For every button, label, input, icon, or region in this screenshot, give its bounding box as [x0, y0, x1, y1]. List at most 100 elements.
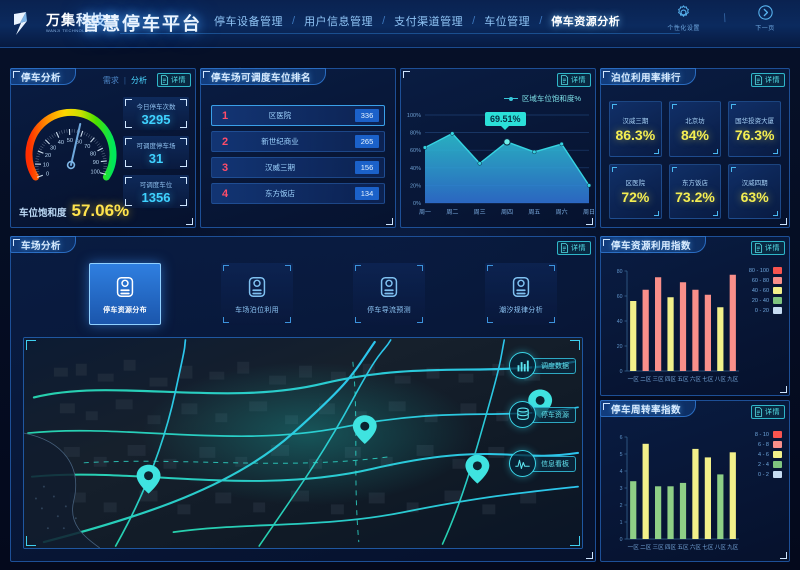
utilization-label: 东方饭店	[681, 180, 708, 188]
map-button-info-board[interactable]: 信息看板	[509, 450, 576, 477]
toggle-analysis[interactable]: 分析	[131, 76, 147, 85]
panel-title-ranking: 停车场可调度车位排名	[200, 68, 327, 85]
detail-label: 详情	[171, 77, 186, 84]
corner-bracket	[731, 104, 737, 109]
corner-bracket	[355, 317, 361, 323]
utilization-label: 汉威四期	[741, 180, 768, 188]
tab-label: 停车资源分布	[103, 306, 147, 314]
app-header: 万集科技 WANJI TECHNOLOGY 智慧停车平台 停车设备管理 / 用户…	[0, 0, 800, 48]
detail-button-saturation[interactable]: 详情	[557, 73, 591, 87]
city-map[interactable]: 调度数据 停车资源 信息看板	[23, 337, 583, 549]
detail-label: 详情	[765, 245, 780, 252]
utilization-card[interactable]: 区医院 72%	[609, 163, 662, 219]
corner-bracket	[487, 317, 493, 323]
parking-meter-icon	[248, 276, 266, 297]
svg-text:周三: 周三	[474, 209, 486, 216]
utilization-value: 86.3%	[615, 126, 656, 143]
turnover-index-panel: 停车周转率指数 详情 8 - 10 6 - 8 4 - 6 2 - 4 0 - 2 0 1…	[600, 400, 790, 562]
tab-label: 潮汐规律分析	[499, 306, 543, 314]
corner-bracket	[653, 211, 659, 216]
list-item[interactable]: 2 新世纪商业 265	[211, 131, 385, 152]
corner-bracket	[180, 99, 187, 106]
turnover-index-bar-chart: 0 1 2 3 4 5 6 一区 二区 三区 四区 五区 六区 七区 八区 九区	[620, 435, 739, 551]
detail-button-turnover-index[interactable]: 详情	[751, 405, 785, 419]
svg-text:二区: 二区	[640, 376, 652, 383]
header-divider: \	[721, 11, 728, 25]
gauge-label: 车位饱和度	[19, 208, 67, 219]
detail-button-resource-index[interactable]: 详情	[751, 241, 785, 255]
demand-analysis-toggle: 需求 | 分析	[103, 75, 147, 86]
document-icon	[754, 243, 763, 253]
rank-value: 134	[355, 187, 379, 200]
legend-item: 80 - 100	[749, 267, 782, 274]
rank-name: 东方饭店	[265, 189, 295, 198]
corner-bracket	[570, 340, 580, 350]
utilization-value: 72%	[621, 189, 650, 206]
tab-tidal-pattern[interactable]: 潮汐规律分析	[485, 263, 557, 325]
settings-label: 个性化设置	[667, 26, 700, 32]
tab-berth-utilization[interactable]: 车场泊位利用	[221, 263, 293, 325]
saturation-gauge: 0 10 20 30 40 50 60 70 80 90 100	[17, 95, 125, 195]
resource-index-bar-chart: 0 20 40 60 80 一区 二区 三区 四区 五区 六区 七区 八区 九区	[617, 269, 739, 383]
legend-label: 40 - 60	[751, 287, 769, 294]
detail-button-lot-analysis[interactable]: 详情	[557, 241, 591, 255]
corner-bracket	[549, 265, 555, 271]
utilization-value: 73.2%	[675, 189, 715, 206]
svg-text:八区: 八区	[715, 544, 727, 551]
legend-item: 2 - 4	[755, 461, 782, 468]
settings-button[interactable]: 个性化设置	[657, 4, 711, 32]
svg-text:20: 20	[45, 153, 51, 159]
nav-item-resource-analysis[interactable]: 停车资源分析	[551, 16, 621, 28]
svg-text:0%: 0%	[413, 201, 421, 207]
detail-button-utilization[interactable]: 详情	[751, 73, 785, 87]
corner-bracket	[612, 166, 617, 172]
tab-flow-forecast[interactable]: 停车导流预测	[353, 263, 425, 325]
svg-text:周日: 周日	[583, 209, 595, 216]
lot-analysis-tabs: 停车资源分布 车场泊位利用 停车导流预测	[89, 263, 557, 325]
nav-item-space[interactable]: 车位管理	[484, 16, 531, 28]
parking-meter-icon	[380, 276, 398, 297]
tab-resource-distribution[interactable]: 停车资源分布	[89, 263, 161, 325]
utilization-label: 国华投资大厦	[735, 117, 775, 125]
svg-text:80%: 80%	[410, 131, 421, 137]
toggle-demand[interactable]: 需求	[102, 76, 119, 85]
svg-text:0: 0	[620, 537, 623, 543]
corner-bracket	[586, 218, 593, 225]
legend-label: 8 - 10	[754, 431, 769, 438]
toggle-divider: |	[123, 76, 126, 85]
nav-item-payment[interactable]: 支付渠道管理	[394, 16, 464, 28]
map-button-label: 信息看板	[532, 455, 576, 472]
map-button-parking-resource[interactable]: 停车资源	[509, 401, 576, 428]
corner-bracket	[570, 536, 580, 546]
utilization-card[interactable]: 国华投资大厦 76.3%	[728, 101, 781, 157]
legend-item: 60 - 80	[749, 277, 782, 284]
list-item[interactable]: 3 汉威三期 156	[211, 157, 385, 178]
svg-text:四区: 四区	[665, 376, 677, 383]
ranking-list: 1 区医院 336 2 新世纪商业 265 3 汉威三期 156 4 东方饭店 …	[211, 105, 385, 204]
corner-bracket	[285, 317, 291, 323]
waveform-icon	[509, 450, 536, 477]
svg-text:4: 4	[620, 469, 623, 475]
map-button-label: 停车资源	[532, 406, 576, 423]
legend-item: 20 - 40	[749, 297, 782, 304]
chart-legend-resource-index: 80 - 100 60 - 80 40 - 60 20 - 40 0 - 20	[749, 267, 782, 314]
list-item[interactable]: 4 东方饭店 134	[211, 183, 385, 204]
svg-text:周六: 周六	[556, 208, 568, 216]
list-item[interactable]: 1 区医院 336	[211, 105, 385, 126]
utilization-label: 汉威三期	[622, 117, 649, 125]
next-page-button[interactable]: 下一页	[738, 4, 792, 32]
corner-bracket	[125, 121, 132, 128]
utilization-card[interactable]: 汉威四期 63%	[728, 163, 781, 219]
svg-text:50: 50	[67, 138, 73, 144]
detail-button-parking-analysis[interactable]: 详情	[157, 73, 191, 87]
utilization-card[interactable]: 东方饭店 73.2%	[668, 163, 722, 219]
utilization-label: 区医院	[625, 180, 646, 188]
corner-bracket	[603, 71, 610, 78]
nav-item-device[interactable]: 停车设备管理	[214, 16, 283, 28]
corner-bracket	[731, 166, 737, 172]
nav-item-user[interactable]: 用户信息管理	[304, 16, 374, 28]
utilization-card[interactable]: 北京坊 84%	[668, 101, 722, 157]
utilization-card[interactable]: 汉威三期 86.3%	[609, 101, 662, 157]
legend-item: 0 - 2	[755, 471, 782, 478]
map-button-dispatch-data[interactable]: 调度数据	[509, 352, 576, 379]
